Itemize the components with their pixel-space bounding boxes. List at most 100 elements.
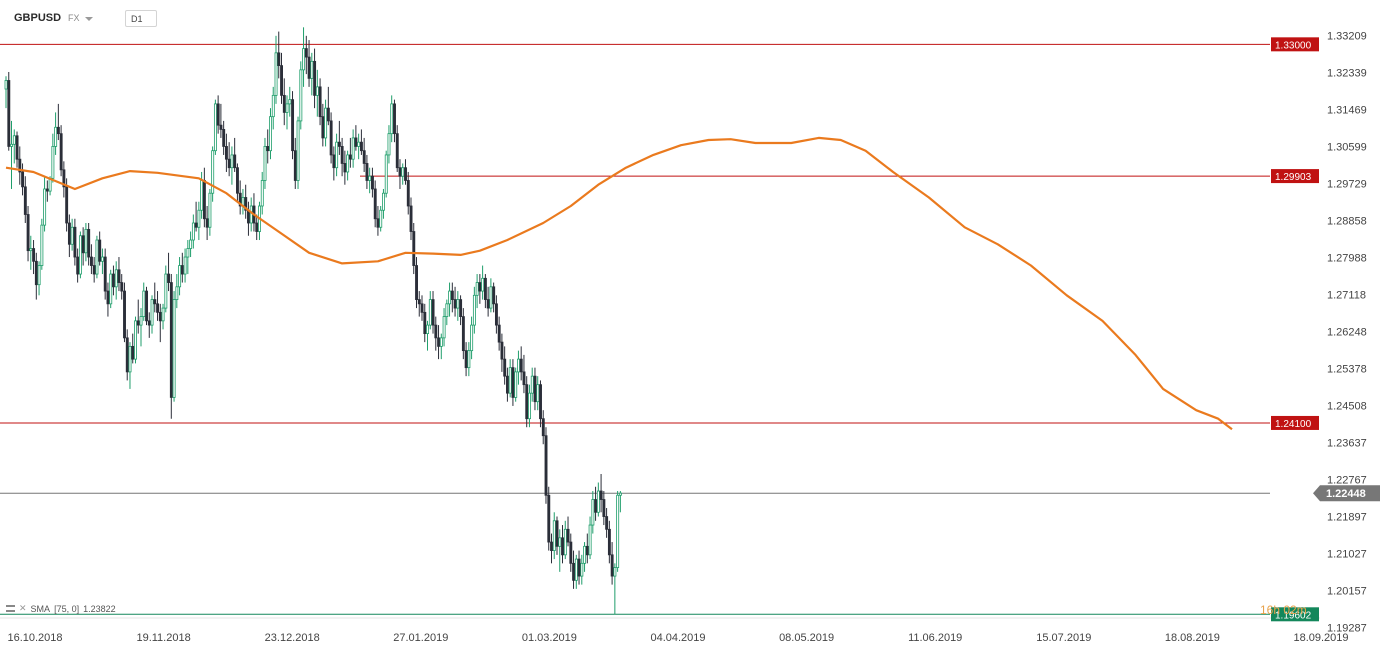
candle <box>412 223 416 275</box>
candle-body <box>222 129 226 147</box>
candle <box>517 350 520 385</box>
candle-body <box>302 48 306 71</box>
candle <box>172 291 176 402</box>
candle <box>489 278 493 313</box>
candle-body <box>103 256 107 292</box>
candle-body <box>95 239 99 275</box>
candle-body <box>591 499 595 526</box>
candle-body <box>65 186 69 224</box>
indicator-legend[interactable]: ✕ SMA [75, 0] 1.23822 <box>6 603 116 614</box>
indicator-menu-icon[interactable] <box>6 605 15 612</box>
candle <box>544 427 548 504</box>
candle <box>569 533 573 572</box>
candle-body <box>574 558 578 581</box>
candle-body <box>596 490 600 513</box>
candle <box>384 150 388 198</box>
candle <box>616 491 620 572</box>
candle-body <box>409 205 413 232</box>
candle-body <box>123 290 126 339</box>
candle <box>67 214 71 258</box>
candle <box>439 333 443 360</box>
candle <box>354 125 358 151</box>
candle-body <box>158 311 162 322</box>
candle-body <box>291 99 295 152</box>
candle <box>483 274 487 309</box>
candle <box>315 69 319 117</box>
y-tick-label: 1.29729 <box>1327 178 1367 190</box>
candle <box>145 286 149 326</box>
candle-body <box>346 154 350 173</box>
candle-body <box>92 265 96 275</box>
candle <box>84 223 88 262</box>
candle <box>134 316 137 364</box>
close-icon[interactable]: ✕ <box>19 603 27 613</box>
indicator-params: [75, 0] <box>54 603 80 614</box>
candle <box>307 40 311 87</box>
symbol-label[interactable]: GBPUSD <box>14 12 62 24</box>
candle <box>563 520 567 560</box>
candle <box>45 180 49 202</box>
candle <box>470 316 474 360</box>
candle-body <box>34 260 38 286</box>
candle-body <box>324 107 328 139</box>
candle-body <box>249 205 253 224</box>
candle-body <box>354 137 358 147</box>
chevron-down-icon[interactable] <box>85 17 93 21</box>
candle <box>511 359 515 406</box>
candle-body <box>156 303 160 313</box>
candle <box>574 554 578 589</box>
candle-body <box>439 337 443 347</box>
level-badge-label: 1.29903 <box>1275 172 1312 183</box>
candle-body <box>81 235 85 254</box>
candle-body <box>230 154 234 169</box>
sma-layer <box>5 136 1233 431</box>
y-tick-label: 1.31469 <box>1327 104 1367 116</box>
candle-body <box>572 562 576 581</box>
market-label[interactable]: FX <box>68 13 80 23</box>
candle <box>293 137 297 189</box>
timeframe-select[interactable]: D1 <box>125 10 157 27</box>
candle <box>475 274 479 309</box>
candle <box>588 516 592 560</box>
candle-body <box>536 384 540 403</box>
candle-body <box>552 520 556 551</box>
candle-body <box>511 367 515 398</box>
candle <box>494 295 498 334</box>
candle <box>7 71 11 151</box>
candle-body <box>293 150 297 181</box>
candle-body <box>56 126 60 135</box>
candle <box>95 235 99 279</box>
candle <box>448 282 452 317</box>
candle <box>18 146 22 185</box>
candle-body <box>219 124 223 130</box>
candle <box>158 303 162 343</box>
candle <box>310 52 314 96</box>
candle <box>65 178 69 232</box>
candle <box>583 542 587 572</box>
candle-body <box>522 371 526 386</box>
candle-body <box>194 222 198 228</box>
candle <box>445 299 449 326</box>
candle-body <box>18 158 22 173</box>
sma-line <box>5 136 1233 431</box>
x-tick-label: 18.09.2019 <box>1293 632 1348 644</box>
candle <box>252 193 256 232</box>
candle <box>453 286 457 317</box>
candle <box>263 137 267 189</box>
candle-body <box>390 103 394 135</box>
candle <box>178 257 182 296</box>
candle <box>296 116 300 189</box>
candle <box>585 533 589 564</box>
candle <box>508 359 512 398</box>
candle-body <box>539 384 542 420</box>
candle <box>420 295 424 321</box>
candle-body <box>175 286 179 300</box>
candle <box>288 86 292 117</box>
candle <box>401 163 405 185</box>
candle <box>175 274 179 309</box>
candle <box>610 542 614 585</box>
candle-body <box>533 375 537 403</box>
candle <box>555 516 559 555</box>
